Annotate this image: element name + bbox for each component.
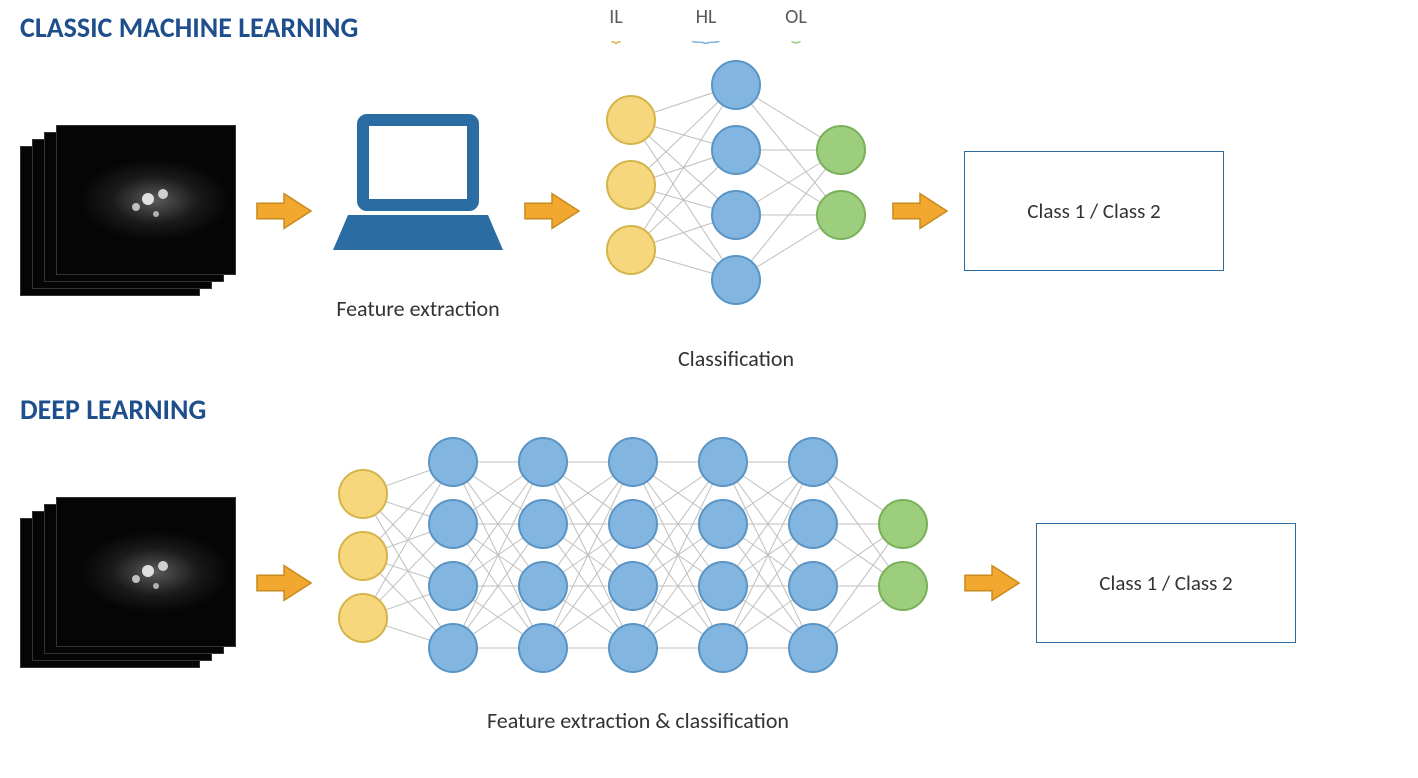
deep-row: Feature extraction & classification Clas…: [20, 432, 1398, 734]
arrow-icon: [891, 191, 949, 231]
deep-nn-block: Feature extraction & classification: [328, 432, 948, 734]
layer-labels: IL ⏟ HL ⏟ OL ⏟: [586, 5, 866, 39]
classic-output-box: Class 1 / Class 2: [964, 151, 1224, 271]
il-label: IL ⏟: [586, 5, 646, 39]
input-images-deep: [20, 483, 240, 683]
arrow-icon: [523, 191, 581, 231]
deep-title: DEEP LEARNING: [20, 392, 1398, 427]
deep-output-box: Class 1 / Class 2: [1036, 523, 1296, 643]
deep-feature-label: Feature extraction & classification: [487, 707, 789, 734]
classification-label: Classification: [678, 345, 794, 372]
arrow-icon: [963, 563, 1021, 603]
mri-image: [56, 125, 236, 275]
deep-nn: [328, 432, 948, 692]
mri-image: [56, 497, 236, 647]
arrow-icon: [255, 563, 313, 603]
feature-extraction-label: Feature extraction: [336, 295, 499, 322]
classic-nn: [596, 50, 876, 330]
laptop-icon: [328, 100, 508, 280]
hl-label: HL ⏟: [646, 5, 766, 39]
ol-label: OL ⏟: [766, 5, 826, 39]
classic-row: Feature extraction IL ⏟ HL ⏟ OL ⏟ Classi…: [20, 50, 1398, 372]
input-images-classic: [20, 111, 240, 311]
feature-extraction-block: Feature extraction: [328, 100, 508, 322]
classification-block: IL ⏟ HL ⏟ OL ⏟ Classification: [596, 50, 876, 372]
arrow-icon: [255, 191, 313, 231]
